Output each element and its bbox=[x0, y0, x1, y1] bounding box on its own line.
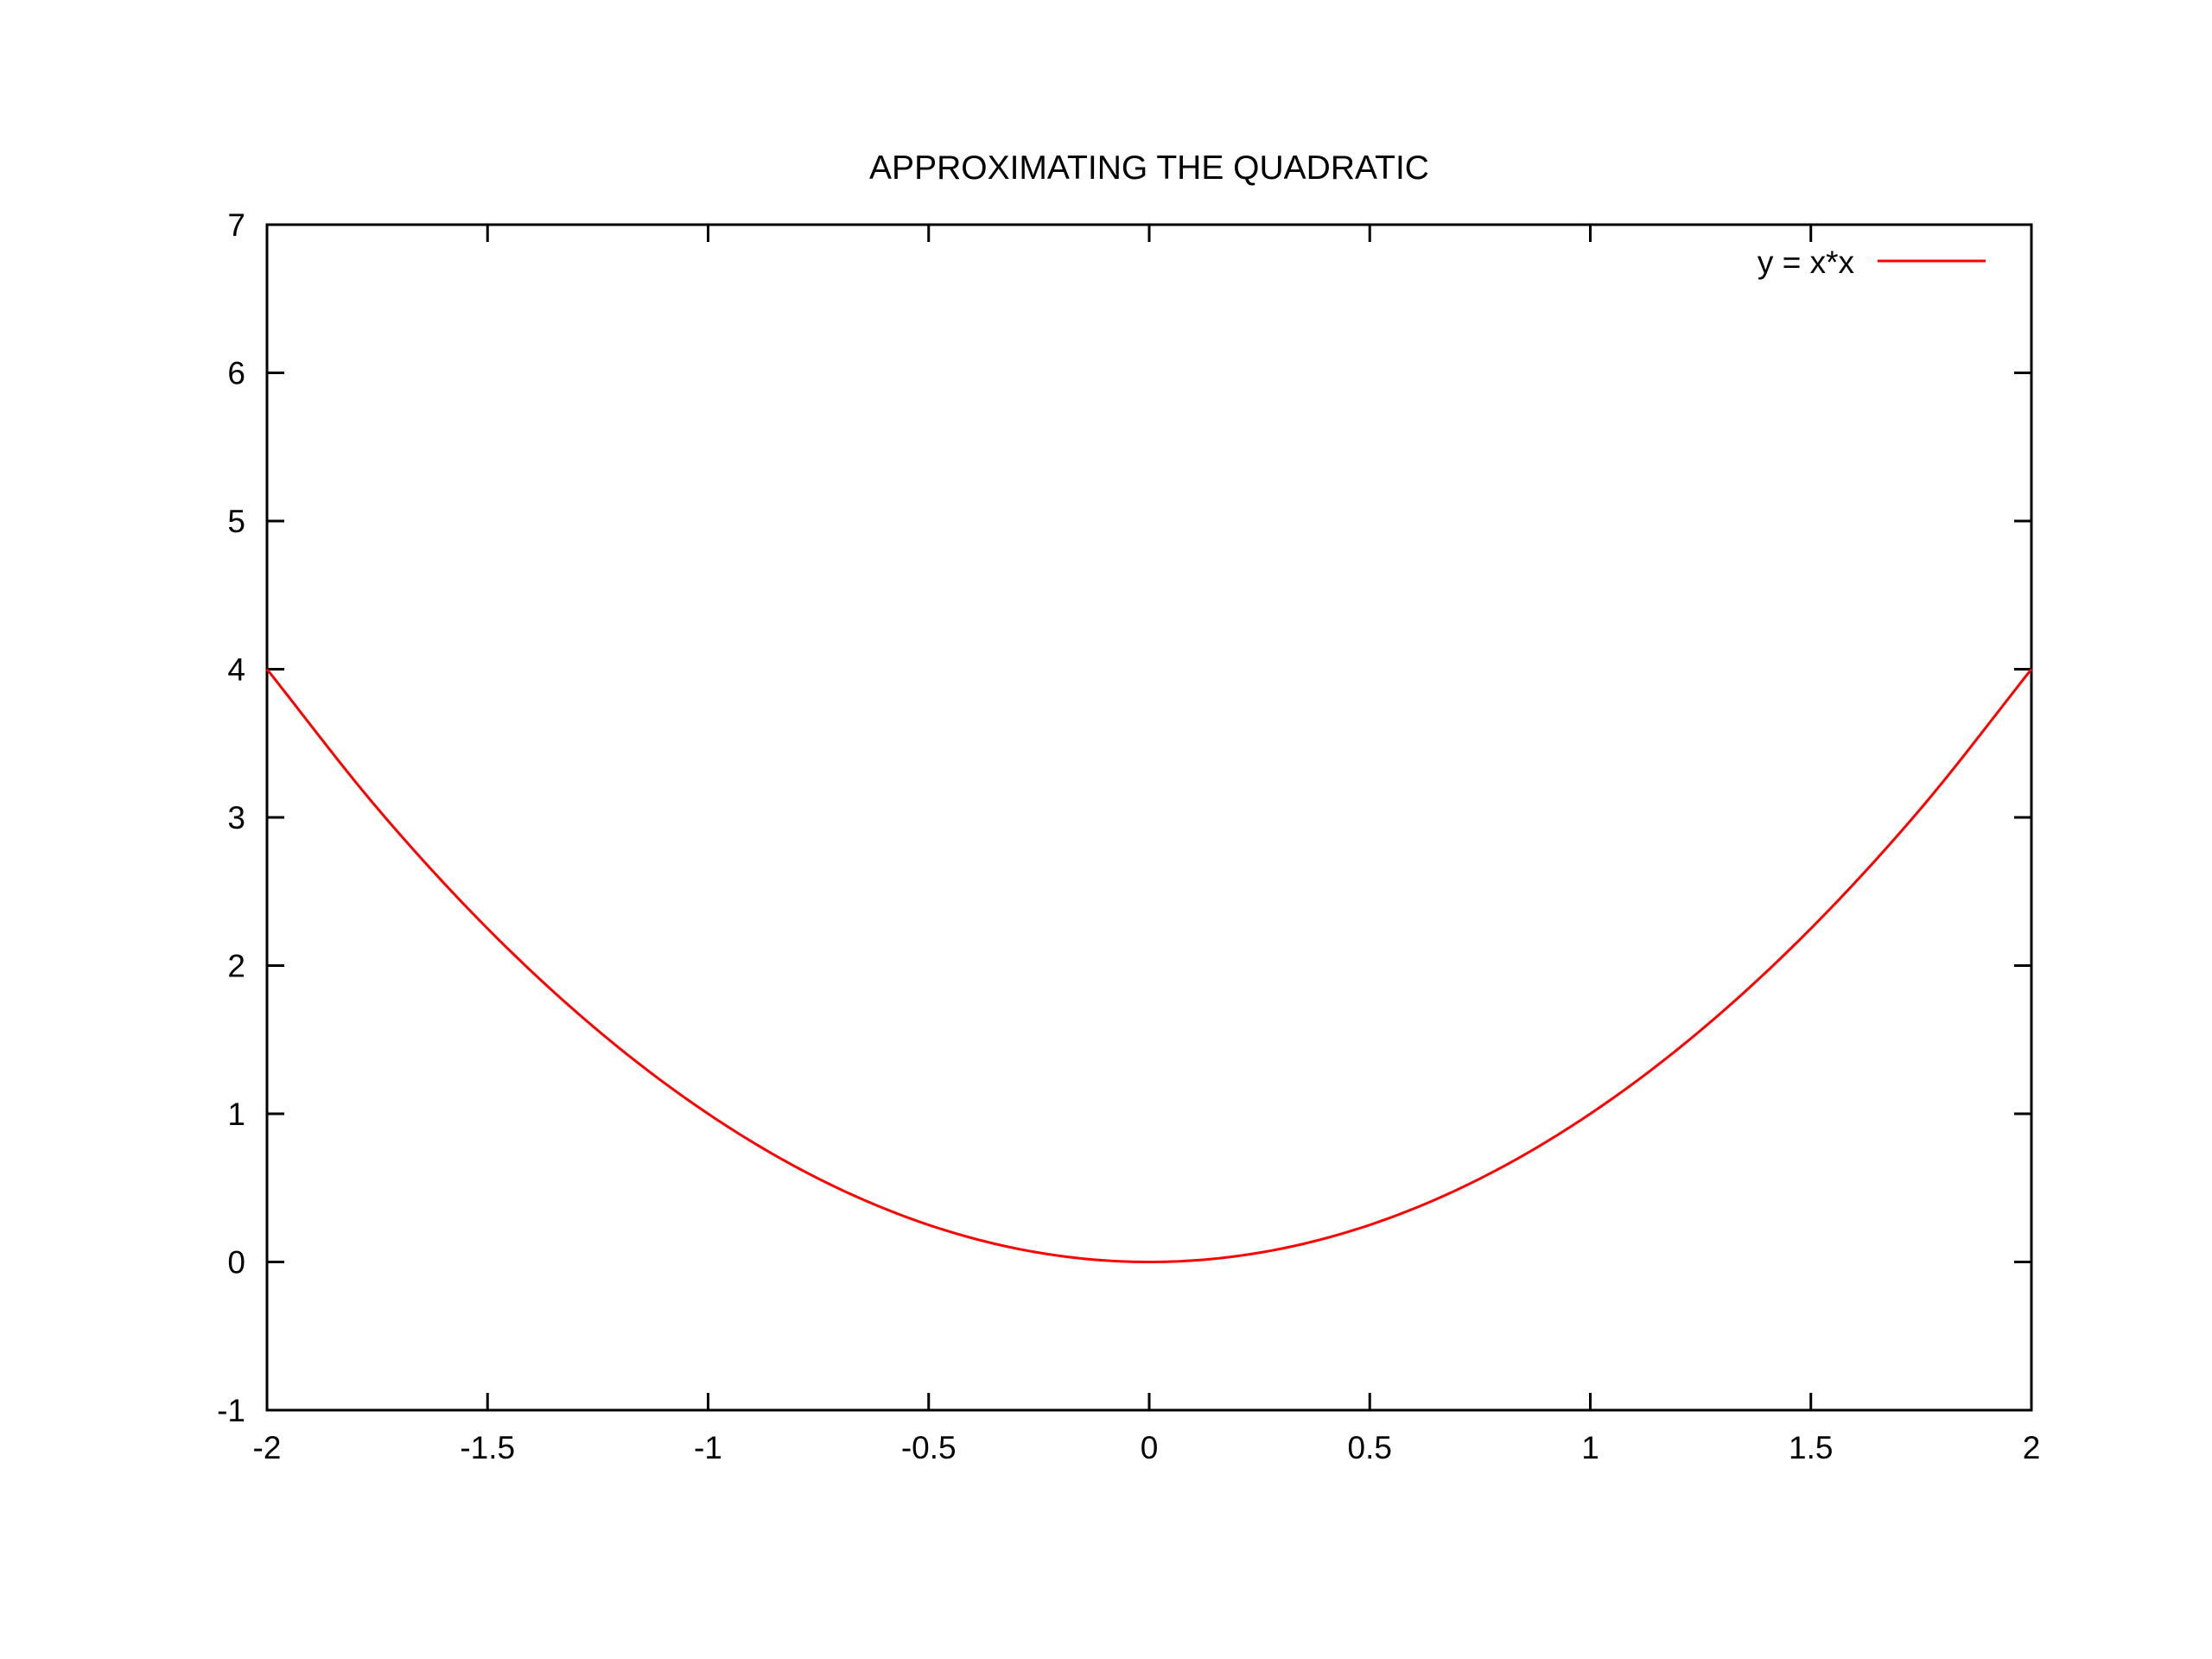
x-tick-label: 1 bbox=[1581, 1430, 1599, 1465]
x-tick-label: 1.5 bbox=[1789, 1430, 1833, 1465]
y-tick-label: 5 bbox=[227, 504, 245, 539]
legend: y = x*x bbox=[1758, 245, 1986, 280]
x-tick-label: 0 bbox=[1141, 1430, 1159, 1465]
y-tick-label: 0 bbox=[227, 1245, 245, 1281]
y-tick-label: 1 bbox=[227, 1096, 245, 1132]
x-tick-label: -2 bbox=[253, 1430, 282, 1465]
x-tick-label: -1 bbox=[694, 1430, 722, 1465]
series-layer bbox=[265, 668, 2033, 1263]
x-tick-label: 0.5 bbox=[1348, 1430, 1392, 1465]
chart-title: APPROXIMATING THE QUADRATIC bbox=[869, 149, 1429, 187]
plot-frame bbox=[265, 223, 2033, 1412]
x-tick-label: -0.5 bbox=[901, 1430, 957, 1465]
y-tick-label: 3 bbox=[227, 800, 245, 836]
x-tick-label: -1.5 bbox=[460, 1430, 515, 1465]
y-tick-label: 7 bbox=[227, 207, 245, 243]
ticks-layer: -2 -1.5 -1 -0.5 0 0.5 1 1.5 2 -1 0 1 2 3 4 5 6 7 bbox=[217, 207, 2040, 1465]
series-line-quadratic bbox=[265, 668, 2033, 1263]
y-tick-label: 2 bbox=[227, 949, 245, 984]
y-tick-label: 6 bbox=[227, 356, 245, 391]
y-tick-label: 4 bbox=[227, 652, 245, 688]
x-tick-label: 2 bbox=[2023, 1430, 2041, 1465]
y-tick-label: -1 bbox=[217, 1393, 245, 1428]
legend-label-y-equals-x-times-x: y = x*x bbox=[1758, 245, 1855, 280]
